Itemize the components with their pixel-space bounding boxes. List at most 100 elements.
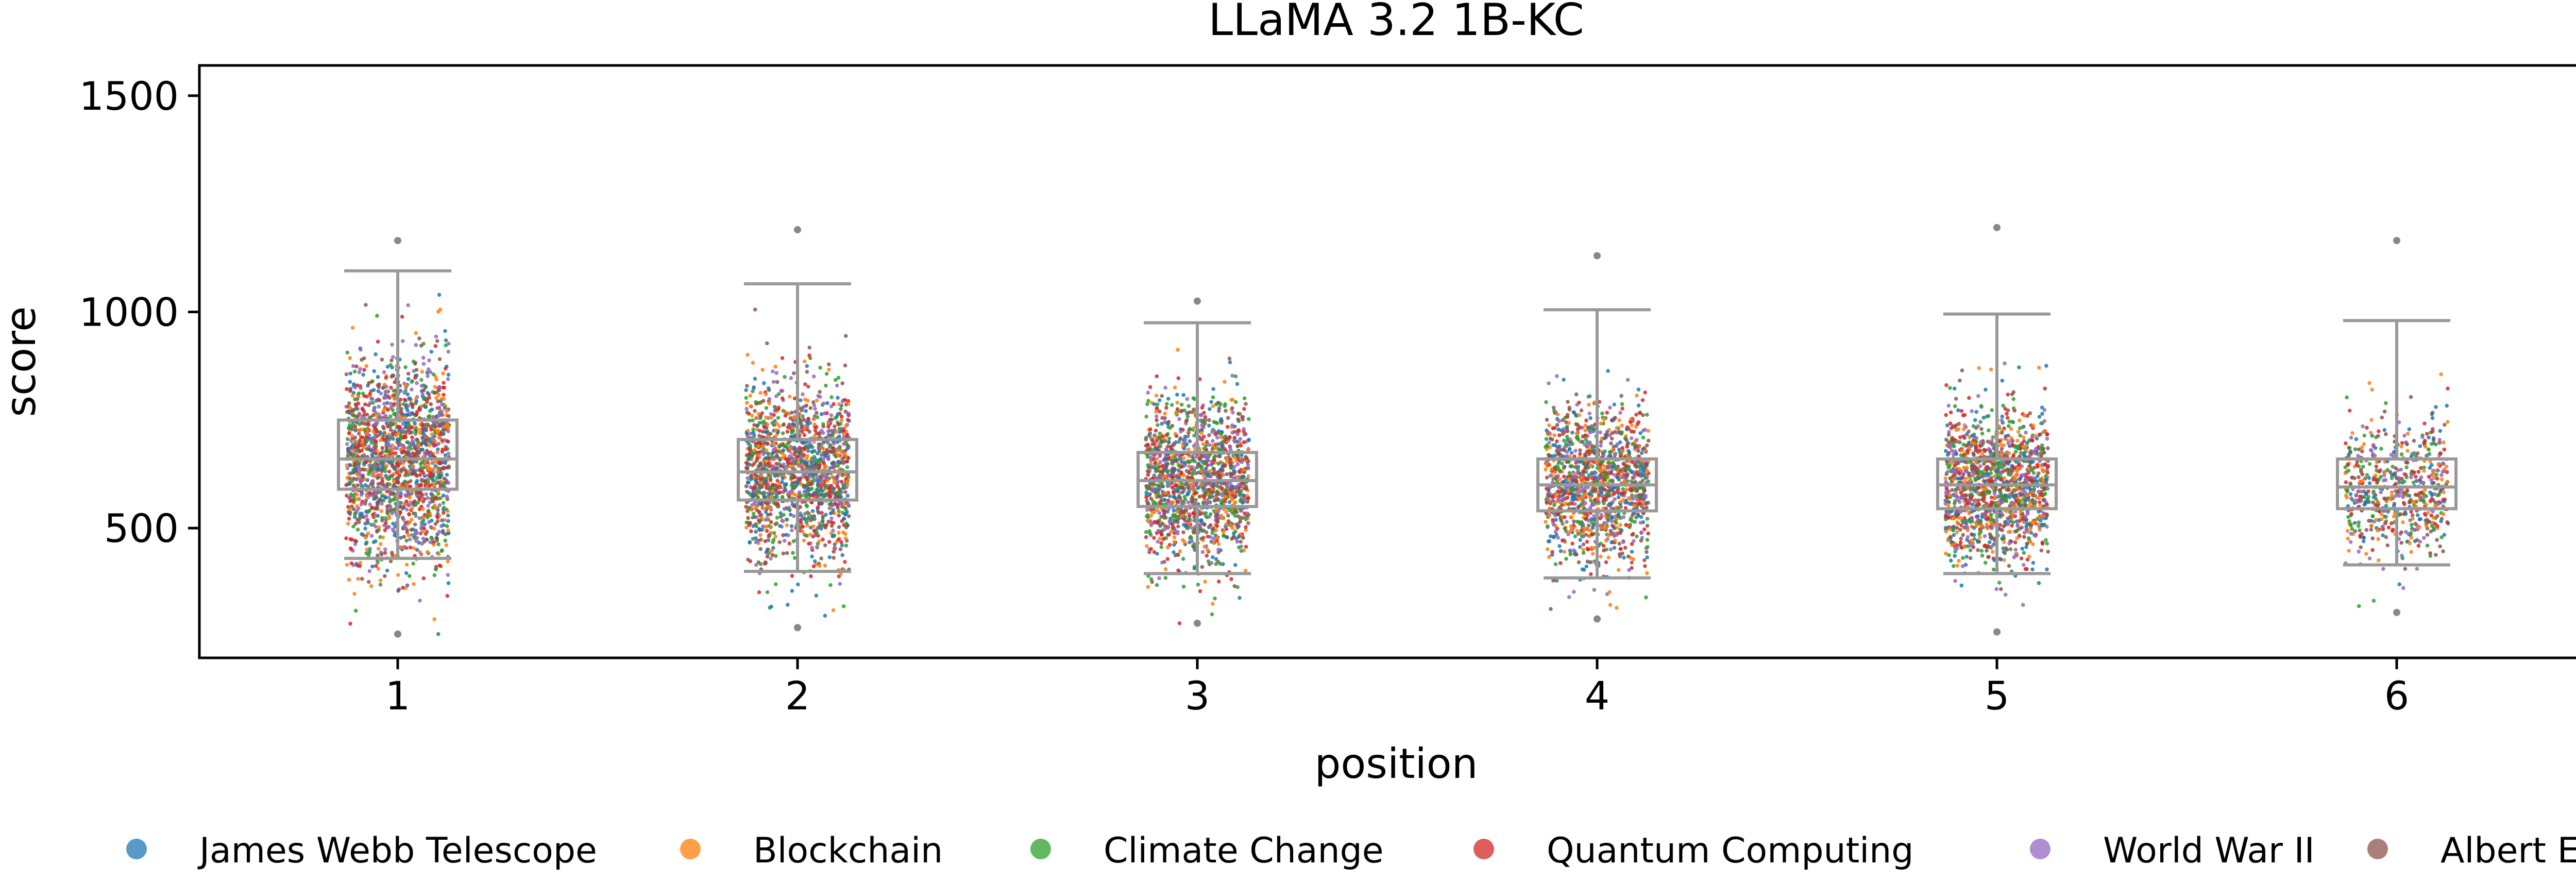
data-point [789,376,793,380]
data-point [400,315,404,319]
data-point [430,436,434,440]
data-point [1237,470,1242,474]
data-point [406,371,411,376]
data-point [357,449,362,454]
data-point [443,461,447,465]
data-point [348,389,352,393]
data-point [436,480,440,485]
data-point [792,371,796,376]
data-point [441,371,445,376]
data-point [842,432,846,436]
data-point [1206,548,1210,552]
data-point [391,408,395,412]
data-point [403,479,407,484]
data-point [1199,413,1204,417]
data-point [1557,544,1562,548]
data-point [1212,455,1216,460]
data-point [1198,589,1202,593]
data-point [811,564,816,569]
data-point [833,542,837,547]
data-point [1584,418,1588,422]
data-point [1215,435,1219,440]
data-point [837,402,841,406]
data-point [841,604,846,608]
data-point [829,395,834,399]
data-point [387,450,392,454]
data-point [806,445,811,449]
data-point [1196,583,1200,587]
data-point [422,427,427,431]
data-point [811,375,816,379]
data-point [424,438,428,442]
data-point [750,413,754,418]
data-point [405,392,410,397]
data-point [1167,436,1172,440]
data-point [367,444,371,449]
data-point [1630,550,1634,554]
data-point [1188,439,1192,444]
data-point [1176,468,1181,473]
data-point [761,444,765,449]
data-point [370,564,375,569]
data-point [771,369,775,373]
data-point [820,453,824,457]
data-point [1227,508,1232,512]
data-point [770,494,774,498]
data-point [746,481,750,485]
data-point [812,559,817,564]
data-point [414,331,418,335]
data-point [773,428,778,433]
data-point [1156,423,1160,427]
data-point [747,506,751,511]
data-point [1177,464,1181,468]
data-point [748,540,752,545]
data-point [1211,395,1215,399]
data-point [826,424,831,429]
data-point [410,403,415,407]
data-point [378,451,382,456]
data-point [414,481,418,485]
data-point [1160,434,1164,438]
data-point [1239,508,1243,513]
data-point [424,537,429,542]
data-point [432,573,437,578]
data-point [393,397,397,401]
data-point [367,509,371,513]
data-point [772,423,776,427]
data-point [817,432,821,436]
data-point [758,547,762,551]
data-point [434,377,439,382]
data-point [390,343,394,347]
data-point [371,540,376,545]
data-point [390,422,395,427]
data-point [1244,402,1248,406]
data-point [1215,498,1219,502]
data-point [1210,443,1215,448]
data-point [364,431,369,436]
data-point [425,370,430,375]
data-point [1194,455,1198,459]
data-point [399,443,403,447]
data-point [441,494,446,498]
data-point [784,533,788,537]
data-point [381,498,386,503]
data-point [831,608,836,613]
data-point [380,518,384,523]
data-point [428,370,433,374]
data-point [377,385,381,389]
data-point [842,460,847,464]
data-point [751,418,755,422]
data-point [446,349,451,354]
data-point [427,414,432,418]
data-point [1188,460,1192,464]
data-point [443,538,448,543]
data-point [1215,470,1219,475]
data-point [421,431,425,435]
data-point [439,549,444,553]
data-point [355,504,359,508]
data-point [446,559,450,564]
data-point [434,506,438,511]
data-point [790,589,794,593]
data-point [846,514,851,518]
